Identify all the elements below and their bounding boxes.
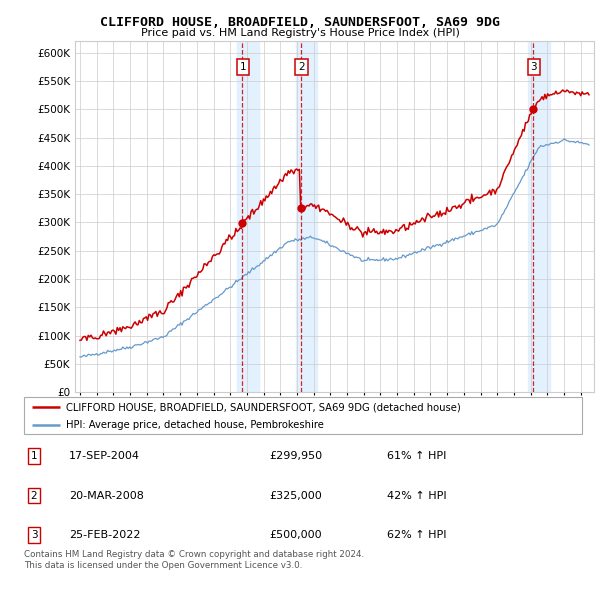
Text: 62% ↑ HPI: 62% ↑ HPI bbox=[387, 530, 446, 540]
Text: 25-FEB-2022: 25-FEB-2022 bbox=[68, 530, 140, 540]
Text: 2: 2 bbox=[298, 62, 305, 72]
Text: HPI: Average price, detached house, Pembrokeshire: HPI: Average price, detached house, Pemb… bbox=[66, 419, 324, 430]
Text: CLIFFORD HOUSE, BROADFIELD, SAUNDERSFOOT, SA69 9DG: CLIFFORD HOUSE, BROADFIELD, SAUNDERSFOOT… bbox=[100, 16, 500, 29]
Text: £500,000: £500,000 bbox=[269, 530, 322, 540]
Text: 1: 1 bbox=[31, 451, 37, 461]
Text: 42% ↑ HPI: 42% ↑ HPI bbox=[387, 490, 446, 500]
Text: Price paid vs. HM Land Registry's House Price Index (HPI): Price paid vs. HM Land Registry's House … bbox=[140, 28, 460, 38]
Bar bbox=[528, 41, 550, 392]
Text: CLIFFORD HOUSE, BROADFIELD, SAUNDERSFOOT, SA69 9DG (detached house): CLIFFORD HOUSE, BROADFIELD, SAUNDERSFOOT… bbox=[66, 402, 461, 412]
Text: This data is licensed under the Open Government Licence v3.0.: This data is licensed under the Open Gov… bbox=[24, 560, 302, 569]
Bar bbox=[296, 41, 317, 392]
Text: 20-MAR-2008: 20-MAR-2008 bbox=[68, 490, 143, 500]
Text: 2: 2 bbox=[31, 490, 37, 500]
Bar bbox=[237, 41, 259, 392]
Text: 61% ↑ HPI: 61% ↑ HPI bbox=[387, 451, 446, 461]
Text: 1: 1 bbox=[240, 62, 247, 72]
Text: Contains HM Land Registry data © Crown copyright and database right 2024.: Contains HM Land Registry data © Crown c… bbox=[24, 550, 364, 559]
Text: £299,950: £299,950 bbox=[269, 451, 323, 461]
Text: 3: 3 bbox=[31, 530, 37, 540]
Text: £325,000: £325,000 bbox=[269, 490, 322, 500]
Text: 17-SEP-2004: 17-SEP-2004 bbox=[68, 451, 140, 461]
Text: 3: 3 bbox=[530, 62, 537, 72]
